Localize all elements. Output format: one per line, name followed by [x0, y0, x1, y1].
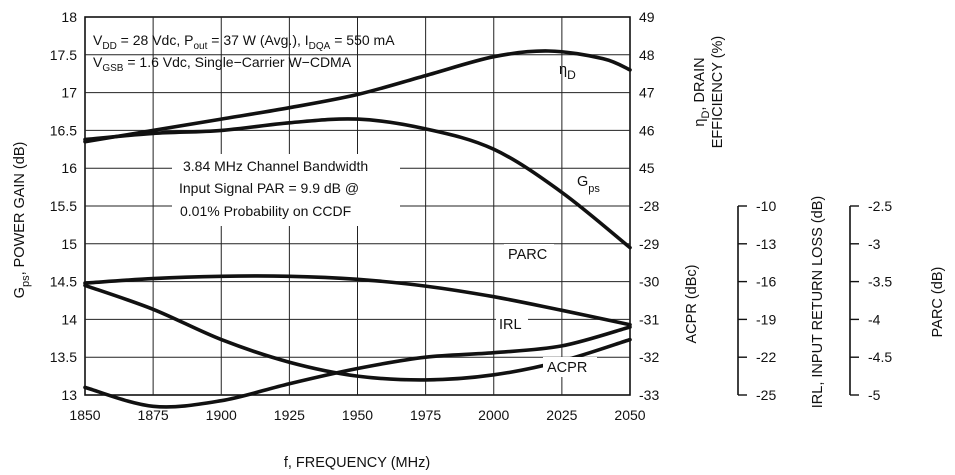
right-lower-tick-label: -30 — [639, 274, 659, 290]
left-tick-label: 17.5 — [50, 47, 77, 63]
left-tick-label: 13.5 — [50, 349, 77, 365]
x-tick-label: 1925 — [274, 407, 305, 423]
right-upper-axis-label-line-2: EFFICIENCY (%) — [710, 36, 726, 149]
series-line-parc — [83, 274, 632, 327]
x-tick-label: 1950 — [342, 407, 373, 423]
series-label-parc: PARC — [508, 247, 547, 263]
parc-label-bg — [504, 244, 554, 264]
left-axis-label: Gps, POWER GAIN (dB) — [12, 142, 32, 299]
irl-tick-label: -13 — [756, 236, 776, 252]
conditions-line-2: VGSB = 1.6 Vdc, Single−Carrier W−CDMA — [93, 54, 352, 74]
x-axis-label: f, FREQUENCY (MHz) — [284, 455, 430, 471]
parc-tick-label: -4.5 — [868, 349, 892, 365]
series-label-irl: IRL — [499, 317, 522, 333]
right-lower-tick-label: -28 — [639, 198, 659, 214]
signal-note-line-1: 3.84 MHz Channel Bandwidth — [183, 158, 368, 174]
x-tick-label: 2000 — [478, 407, 509, 423]
signal-note-line-2: Input Signal PAR = 9.9 dB @ — [179, 180, 359, 196]
left-tick-label: 15.5 — [50, 198, 77, 214]
right-lower-tick-label: -32 — [639, 349, 659, 365]
x-tick-label: 1900 — [206, 407, 237, 423]
conditions-line-1: VDD = 28 Vdc, Pout = 37 W (Avg.), IDQA =… — [93, 32, 395, 52]
x-tick-label: 2025 — [546, 407, 577, 423]
parc-tick-label: -3 — [868, 236, 881, 252]
acpr-label-bg — [543, 357, 597, 377]
irl-tick-label: -25 — [756, 387, 776, 403]
right-upper-tick-label: 49 — [639, 9, 655, 25]
series-label-acpr: ACPR — [547, 360, 587, 376]
left-tick-label: 18 — [61, 9, 77, 25]
series-line-ηd — [83, 49, 632, 144]
irl-axis-label: IRL, INPUT RETURN LOSS (dB) — [810, 196, 826, 408]
signal-note-line-3: 0.01% Probability on CCDF — [180, 203, 351, 219]
parc-tick-label: -2.5 — [868, 198, 892, 214]
left-tick-label: 13 — [61, 387, 77, 403]
curves — [83, 49, 632, 409]
right-lower-tick-label: -29 — [639, 236, 659, 252]
irl-tick-label: -16 — [756, 274, 776, 290]
series-line-acpr — [83, 325, 632, 409]
x-tick-label: 1875 — [138, 407, 169, 423]
parc-tick-label: -4 — [868, 311, 881, 327]
left-tick-label: 14 — [61, 311, 77, 327]
right-upper-tick-label: 45 — [639, 160, 655, 176]
series-label-gps: Gps — [577, 174, 600, 195]
parc-tick-label: -5 — [868, 387, 881, 403]
right-upper-tick-label: 48 — [639, 47, 655, 63]
left-tick-label: 16 — [61, 160, 77, 176]
irl-tick-label: -19 — [756, 311, 776, 327]
x-tick-label: 1850 — [69, 407, 100, 423]
parc-axis-label: PARC (dB) — [930, 267, 946, 338]
series-line-gps — [83, 117, 632, 250]
series-label-eta: ηD — [559, 62, 576, 82]
series-line-irl — [83, 283, 632, 382]
irl-label-bg — [496, 314, 528, 334]
signal-note-bg — [172, 154, 400, 226]
right-lower-tick-label: -33 — [639, 387, 659, 403]
left-tick-label: 17 — [61, 85, 77, 101]
right-upper-axis-label-line-1: ηD, DRAIN — [692, 57, 712, 126]
right-lower-tick-label: -31 — [639, 311, 659, 327]
gps-label-bg — [574, 170, 614, 198]
parc-tick-label: -3.5 — [868, 274, 892, 290]
x-tick-label: 2050 — [614, 407, 645, 423]
tick-labels: 1850 1875 1900 1925 1950 1975 2000 2025 2050 18 17… — [50, 9, 893, 423]
right-upper-tick-label: 47 — [639, 85, 655, 101]
left-tick-label: 14.5 — [50, 274, 77, 290]
left-tick-label: 15 — [61, 236, 77, 252]
left-tick-label: 16.5 — [50, 122, 77, 138]
irl-tick-label: -10 — [756, 198, 776, 214]
right-upper-tick-label: 46 — [639, 122, 655, 138]
right-lower-axis-label: ACPR (dBc) — [684, 265, 700, 344]
irl-tick-label: -22 — [756, 349, 776, 365]
x-tick-label: 1975 — [410, 407, 441, 423]
